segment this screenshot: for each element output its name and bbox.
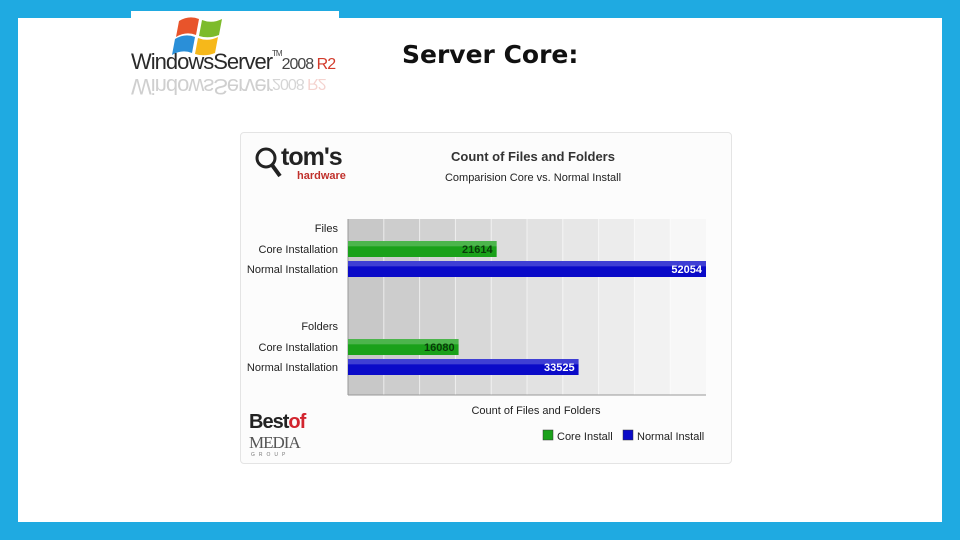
group-label: Files [315,223,339,235]
legend-swatch [622,429,634,441]
slide: WindowsServerTM2008 R2 WindowsServer2008… [18,11,942,522]
chart-subtitle: Comparision Core vs. Normal Install [445,172,621,184]
grid-band [670,219,706,395]
data-label: 21614 [462,244,493,256]
row-label: Normal Installation [247,362,338,374]
bar [348,359,579,375]
group-label: Folders [301,321,338,333]
row-label: Core Installation [259,244,339,256]
toms-sub-text: hardware [297,170,346,182]
magnifier-icon [255,147,282,178]
chart-panel: Count of Files and Folders Comparision Co… [240,132,732,464]
data-label: 16080 [424,342,455,354]
x-axis-label: Count of Files and Folders [471,405,601,417]
bar-highlight [348,359,579,365]
bar-highlight [348,261,706,267]
data-label: 33525 [544,362,575,374]
grid-band [598,219,635,395]
slide-title: Server Core: [402,40,579,69]
grid-band [634,219,671,395]
data-label: 52054 [671,264,702,276]
bom-best-text: Bestof [249,411,306,434]
logo-server-text: Server [213,49,273,74]
chart-title: Count of Files and Folders [451,149,615,164]
bar [348,261,706,277]
logo-release-text: R2 [316,56,336,73]
bar-chart: Count of Files and Folders Comparision Co… [247,149,706,443]
windows-server-wordmark: WindowsServerTM2008 R2 [131,49,336,75]
legend-swatch [542,429,554,441]
logo-windows-text: Windows [131,49,214,74]
row-label: Normal Installation [247,264,338,276]
toms-hardware-logo: tom's hardware [253,143,346,183]
legend-label: Normal Install [637,431,704,443]
bom-best-word: Best [249,411,289,433]
windows-server-logo: WindowsServerTM2008 R2 WindowsServer2008… [131,11,339,99]
row-label: Core Installation [259,342,339,354]
bar [348,241,497,257]
legend-label: Core Install [557,431,613,443]
toms-brand-text: tom's [281,143,343,171]
logo-reflection: WindowsServer2008 R2 [131,74,326,99]
bom-media-text: MEDIA [249,433,301,452]
best-of-media-logo: Bestof MEDIA GROUP [249,411,329,461]
bom-of-word: of [288,411,306,433]
bar-highlight [348,241,497,247]
logo-version-text: 2008 [281,56,315,73]
bom-group-text: GROUP [251,452,290,458]
bar-highlight [348,339,459,345]
bar [348,339,459,355]
windows-flag-icon [172,17,222,56]
logo-tm-text: TM [272,49,283,58]
